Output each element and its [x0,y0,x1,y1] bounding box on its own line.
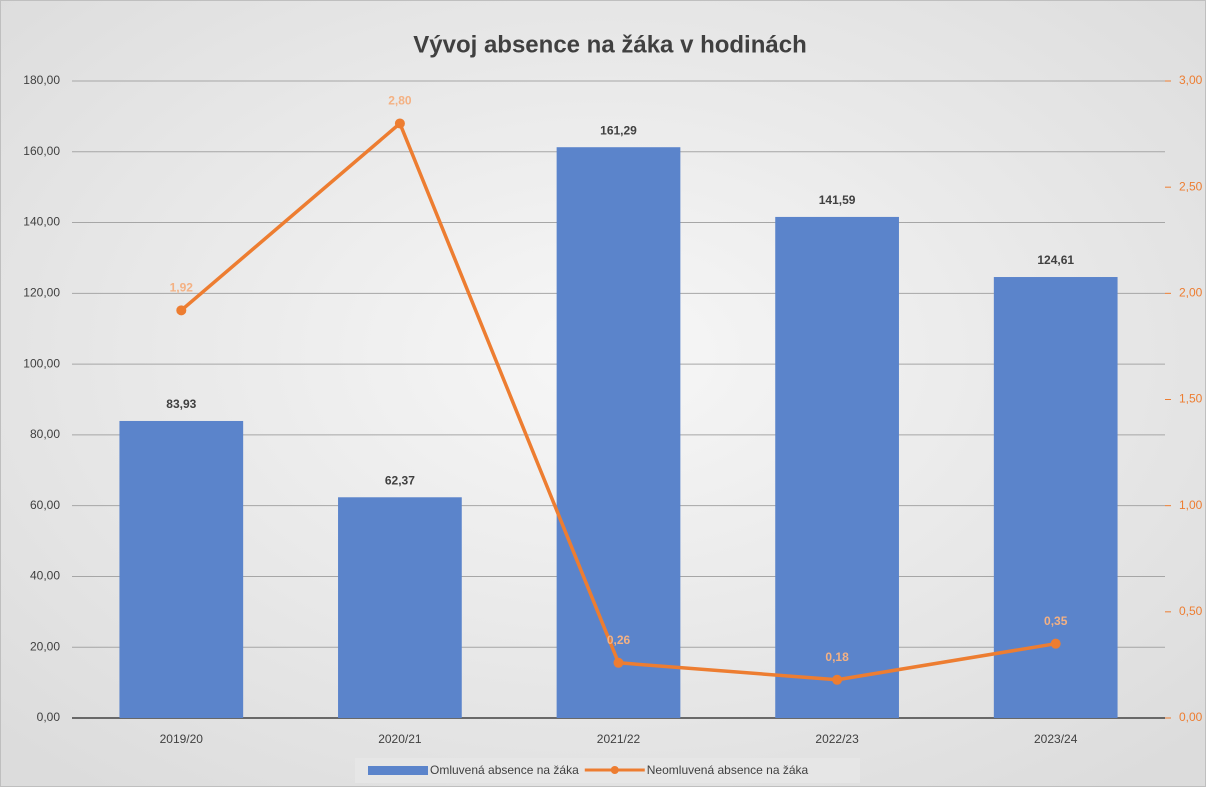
y2-tick-label: 0,00 [1179,710,1203,724]
x-tick-label: 2021/22 [597,732,641,746]
line-marker [832,674,843,685]
y2-tick-label: 2,00 [1179,286,1203,300]
bar-value-label: 83,93 [166,397,196,411]
y2-tick-label: 1,00 [1179,498,1203,512]
bar [775,216,899,719]
x-tick-label: 2022/23 [815,732,859,746]
bar-value-label: 141,59 [819,193,856,207]
line-marker [394,118,405,129]
y-tick-label: 60,00 [30,498,60,512]
y2-tick-label: 3,00 [1179,73,1203,87]
line-value-label: 0,26 [607,633,631,647]
chart-title: Vývoj absence na žáka v hodinách [413,31,807,58]
bar [338,497,462,718]
y-tick-label: 80,00 [30,427,60,441]
y2-tick-label: 1,50 [1179,392,1203,406]
bar-value-label: 161,29 [600,123,637,137]
y-tick-label: 100,00 [23,356,60,370]
line-value-label: 0,35 [1044,614,1068,628]
line-value-label: 1,92 [170,280,194,294]
legend-label: Neomluvená absence na žáka [647,763,809,777]
line-value-label: 0,18 [825,650,849,664]
x-tick-label: 2019/20 [160,732,204,746]
y-tick-label: 140,00 [23,215,60,229]
y-tick-label: 20,00 [30,639,60,653]
line-marker [1050,638,1061,649]
y-tick-label: 40,00 [30,569,60,583]
line-value-label: 2,80 [388,94,412,108]
bar [119,420,244,718]
y-tick-label: 160,00 [23,144,60,158]
legend-label: Omluvená absence na žáka [430,763,579,777]
y2-tick-label: 0,50 [1179,604,1203,618]
legend-marker [610,766,619,774]
bar-value-label: 62,37 [385,473,415,487]
bar-value-label: 124,61 [1037,253,1074,267]
x-tick-label: 2023/24 [1034,732,1078,746]
x-tick-label: 2020/21 [378,732,422,746]
line-marker [176,305,187,316]
y-tick-label: 0,00 [37,710,61,724]
bar [556,147,681,718]
y-tick-label: 120,00 [23,286,60,300]
line-marker [613,657,624,668]
y2-tick-label: 2,50 [1179,179,1203,193]
y-tick-label: 180,00 [23,73,60,87]
legend-swatch [368,766,428,775]
